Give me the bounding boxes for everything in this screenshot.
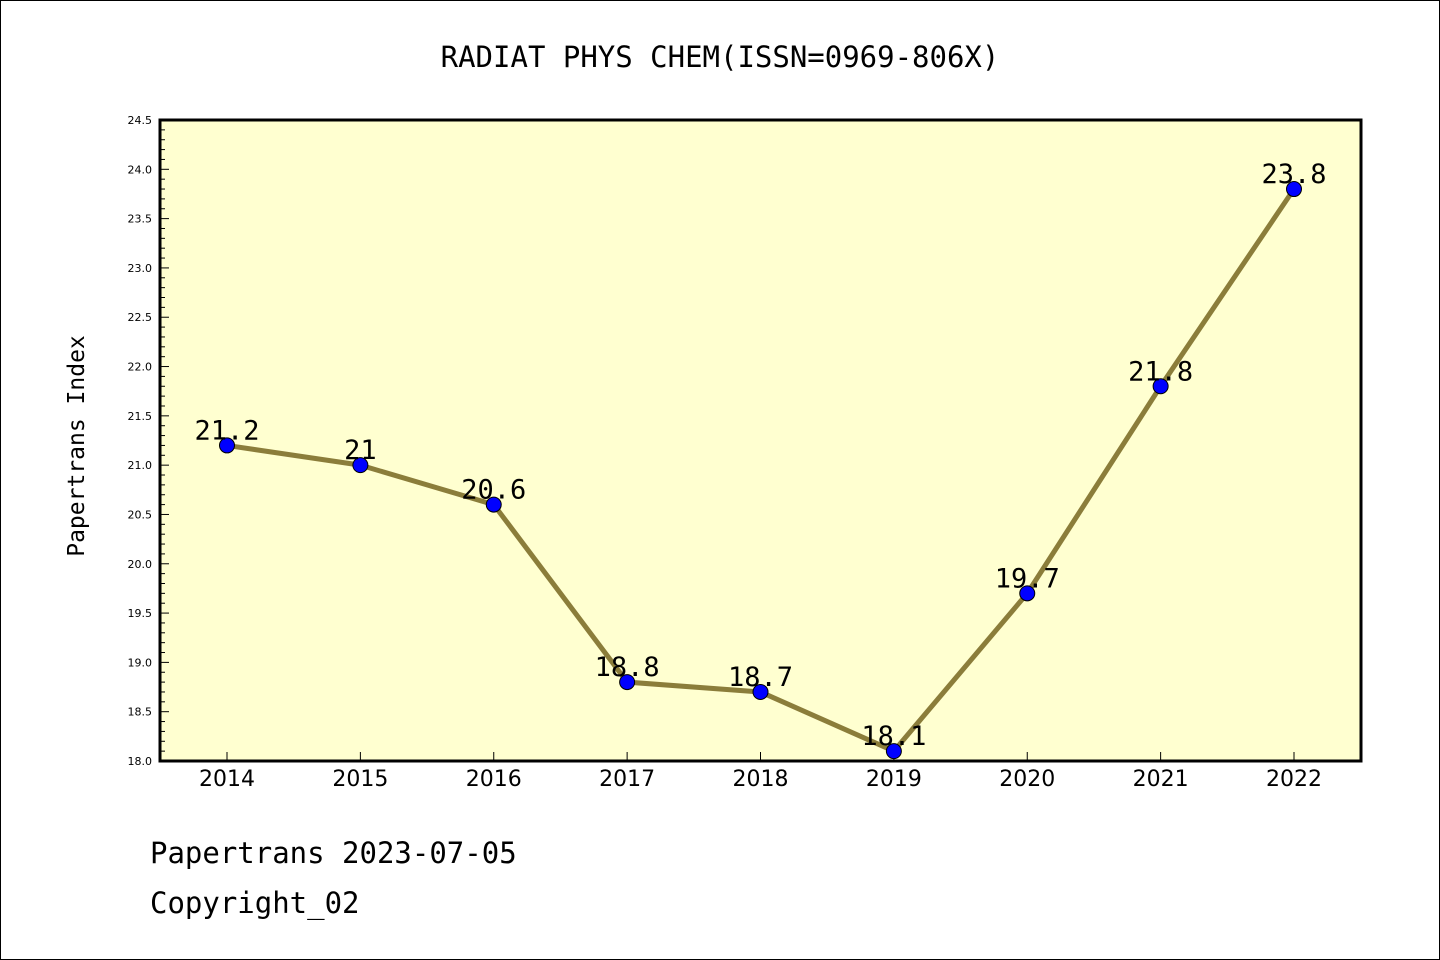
y-tick-label: 22.5 — [128, 311, 153, 324]
data-label: 20.6 — [461, 475, 526, 506]
x-tick-label: 2016 — [466, 767, 522, 792]
y-tick-label: 18.5 — [128, 706, 153, 719]
data-label: 21.2 — [194, 415, 259, 446]
y-tick-label: 20.0 — [128, 558, 153, 571]
data-point — [1152, 378, 1169, 395]
y-tick-label: 18.0 — [128, 755, 153, 768]
data-point — [619, 674, 636, 691]
y-tick-label: 19.0 — [128, 656, 153, 669]
x-tick-label: 2019 — [866, 767, 922, 792]
data-point — [352, 457, 369, 474]
data-label: 21 — [344, 435, 377, 466]
y-tick-label: 23.5 — [128, 213, 153, 226]
data-label: 18.8 — [595, 652, 660, 683]
y-tick-label: 21.5 — [128, 410, 153, 423]
footer-copyright: Copyright_02 — [150, 886, 360, 920]
data-point — [752, 683, 769, 700]
plot-area — [158, 118, 1363, 763]
data-point — [1286, 181, 1302, 198]
x-axis: 2014 2015 2016 2017 2018 2019 2020 2021 2022 — [199, 752, 1322, 792]
data-label: 21.8 — [1128, 356, 1193, 387]
x-tick-label: 2020 — [999, 767, 1055, 792]
y-tick-label: 23.0 — [128, 262, 153, 275]
x-tick-label: 2015 — [332, 767, 388, 792]
y-tick-label: 20.5 — [128, 508, 153, 521]
data-label: 19.7 — [995, 563, 1060, 594]
data-point — [485, 496, 502, 513]
x-tick-label: 2018 — [733, 767, 789, 792]
data-label: 18.1 — [861, 721, 926, 752]
y-tick-label: 24.5 — [128, 114, 153, 127]
data-label: 23.8 — [1261, 159, 1326, 190]
y-tick-label: 19.5 — [128, 607, 153, 620]
y-tick-label: 24.0 — [128, 163, 153, 176]
series-line-group: 21.2 21 20.6 18.8 18.7 18.1 19.7 21.8 23.8 — [194, 159, 1327, 760]
footer-date: Papertrans 2023-07-05 — [150, 836, 517, 870]
data-point — [885, 743, 902, 760]
y-tick-label: 22.0 — [128, 361, 153, 374]
y-tick-label: 21.0 — [128, 459, 153, 472]
x-tick-label: 2017 — [599, 767, 655, 792]
x-tick-label: 2022 — [1266, 767, 1322, 792]
x-tick-label: 2021 — [1133, 767, 1189, 792]
y-axis: 18.0 18.5 19.0 19.5 20.0 20.5 21.0 21.5 22.0 22.5… — [128, 114, 169, 768]
data-point — [219, 437, 235, 454]
data-label: 18.7 — [728, 662, 793, 693]
data-point — [1019, 585, 1036, 602]
chart-title: RADIAT PHYS CHEM(ISSN=0969-806X) — [441, 40, 1000, 74]
x-tick-label: 2014 — [199, 767, 255, 792]
y-axis-label: Papertrans Index — [64, 335, 90, 557]
